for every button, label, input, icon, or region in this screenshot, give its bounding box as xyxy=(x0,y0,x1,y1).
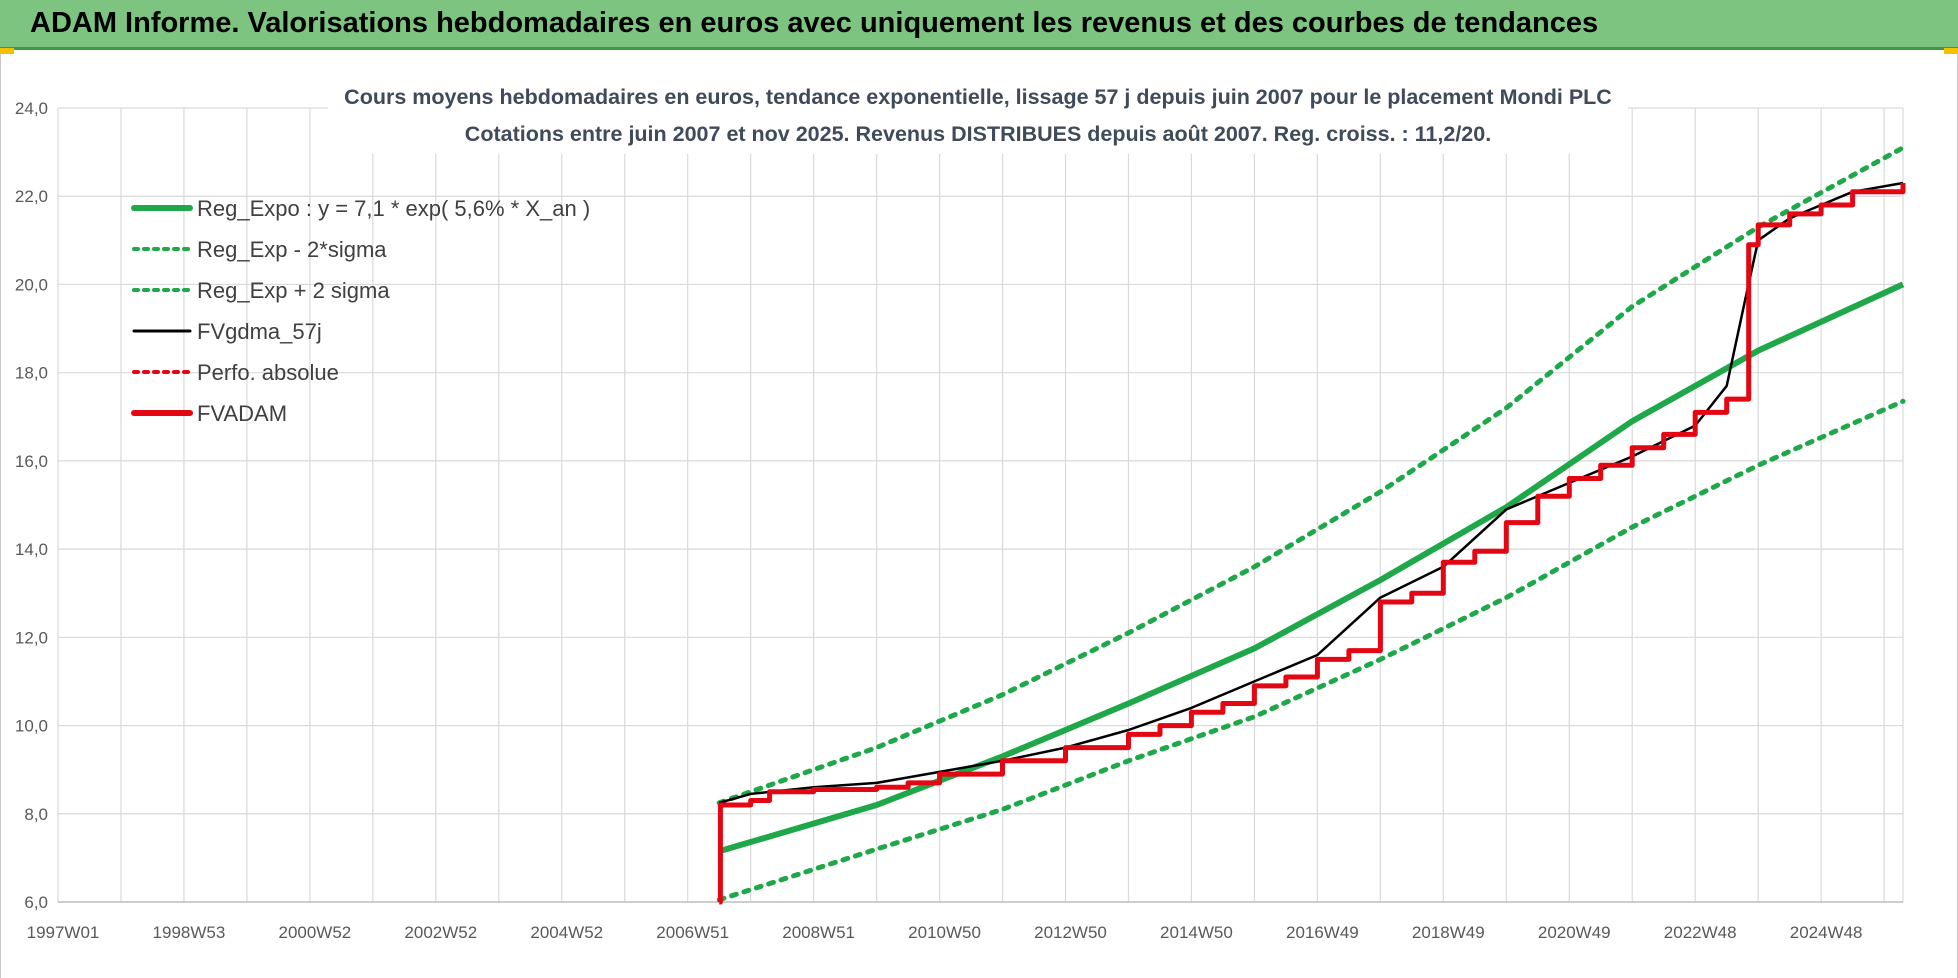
y-tick-label: 24,0 xyxy=(15,99,48,118)
x-tick-label: 2006W51 xyxy=(656,923,729,942)
legend-label: Perfo. absolue xyxy=(197,360,339,385)
series-reg-expo xyxy=(718,281,1905,855)
y-axis-ticks: 6,0 8,0 10,0 12,0 14,0 16,0 18,0 20,0 22,0 24,0 xyxy=(15,99,48,912)
x-tick-label: 2000W52 xyxy=(278,923,351,942)
banner-corner-right xyxy=(1944,48,1958,54)
x-tick-label: 2018W49 xyxy=(1412,923,1485,942)
chart-title-background xyxy=(328,76,1628,154)
chart-subtitle: Cotations entre juin 2007 et nov 2025. R… xyxy=(465,122,1491,146)
chart-title-group: Cours moyens hebdomadaires en euros, ten… xyxy=(328,76,1628,154)
y-tick-label: 14,0 xyxy=(15,540,48,559)
x-tick-label: 1997W01 xyxy=(27,923,100,942)
series-fvgdma-57j xyxy=(718,181,1904,805)
x-tick-label: 2014W50 xyxy=(1160,923,1233,942)
legend-label: Reg_Expo : y = 7,1 * exp( 5,6% * X_an ) xyxy=(197,196,590,221)
y-tick-label: 18,0 xyxy=(15,364,48,383)
x-tick-label: 2002W52 xyxy=(404,923,477,942)
x-axis-ticks: 1997W01 1998W53 2000W52 2002W52 2004W52 2006W… xyxy=(27,923,1863,942)
x-tick-label: 2020W49 xyxy=(1538,923,1611,942)
report-banner: ADAM Informe. Valorisations hebdomadaire… xyxy=(0,0,1958,50)
legend-label: FVgdma_57j xyxy=(197,319,322,344)
chart-title: Cours moyens hebdomadaires en euros, ten… xyxy=(344,85,1612,109)
x-tick-label: 1998W53 xyxy=(153,923,226,942)
y-tick-label: 6,0 xyxy=(24,893,48,912)
chart-grid xyxy=(57,107,1904,903)
x-tick-label: 2012W50 xyxy=(1034,923,1107,942)
y-tick-label: 22,0 xyxy=(15,187,48,206)
x-tick-label: 2016W49 xyxy=(1286,923,1359,942)
x-tick-label: 2008W51 xyxy=(782,923,855,942)
y-tick-label: 16,0 xyxy=(15,452,48,471)
y-tick-label: 8,0 xyxy=(24,805,48,824)
banner-corner-left xyxy=(0,48,14,54)
x-tick-label: 2004W52 xyxy=(530,923,603,942)
chart-series xyxy=(716,145,1906,905)
y-tick-label: 10,0 xyxy=(15,717,48,736)
x-tick-label: 2010W50 xyxy=(908,923,981,942)
series-reg-exp-minus-2sigma xyxy=(716,398,1906,903)
x-tick-label: 2024W48 xyxy=(1790,923,1863,942)
y-tick-label: 12,0 xyxy=(15,628,48,647)
series-fvadam xyxy=(717,183,1906,905)
legend-label: FVADAM xyxy=(197,401,287,426)
x-tick-label: 2022W48 xyxy=(1664,923,1737,942)
chart-legend: Reg_Expo : y = 7,1 * exp( 5,6% * X_an ) R… xyxy=(131,196,590,426)
y-tick-label: 20,0 xyxy=(15,275,48,294)
report-title: ADAM Informe. Valorisations hebdomadaire… xyxy=(30,7,1599,39)
legend-label: Reg_Exp - 2*sigma xyxy=(197,237,387,262)
legend-label: Reg_Exp + 2 sigma xyxy=(197,278,390,303)
series-reg-exp-plus-2sigma xyxy=(716,145,1906,806)
